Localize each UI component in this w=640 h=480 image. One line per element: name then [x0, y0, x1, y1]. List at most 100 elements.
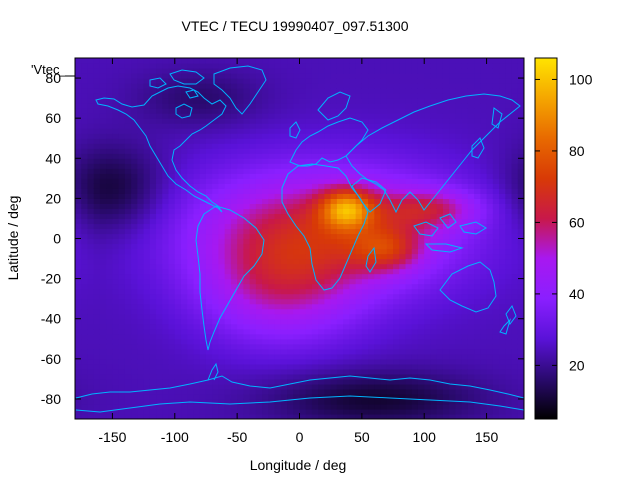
heatmap-cell	[399, 238, 407, 245]
heatmap-cell	[380, 253, 388, 260]
heatmap-cell	[480, 118, 488, 124]
heatmap-cell	[224, 58, 232, 64]
heatmap-cell	[181, 383, 188, 390]
heatmap-cell	[417, 338, 425, 345]
heatmap-cell	[174, 163, 182, 169]
heatmap-cell	[505, 303, 513, 310]
heatmap-cell	[280, 393, 288, 400]
heatmap-cell	[75, 168, 82, 174]
heatmap-cell	[486, 123, 494, 129]
heatmap-cell	[492, 153, 500, 159]
heatmap-cell	[399, 323, 407, 330]
heatmap-cell	[181, 273, 188, 280]
heatmap-cell	[212, 223, 220, 230]
heatmap-cell	[318, 208, 326, 215]
heatmap-cell	[75, 123, 82, 129]
heatmap-cell	[380, 168, 388, 174]
heatmap-cell	[374, 103, 382, 109]
heatmap-cell	[149, 393, 157, 400]
heatmap-cell	[355, 73, 363, 79]
heatmap-cell	[486, 148, 494, 154]
heatmap-cell	[467, 58, 475, 64]
heatmap-cell	[212, 123, 220, 129]
heatmap-cell	[237, 203, 244, 210]
heatmap-cell	[218, 333, 226, 340]
heatmap-cell	[492, 98, 500, 104]
heatmap-cell	[81, 283, 89, 290]
heatmap-cell	[205, 168, 213, 174]
heatmap-cell	[287, 263, 294, 270]
heatmap-cell	[230, 58, 238, 64]
heatmap-cell	[449, 388, 457, 395]
heatmap-cell	[112, 183, 120, 189]
heatmap-cell	[87, 323, 95, 330]
heatmap-cell	[149, 248, 157, 255]
heatmap-cell	[474, 158, 481, 164]
heatmap-cell	[436, 63, 444, 69]
heatmap-cell	[374, 138, 382, 144]
heatmap-cell	[293, 233, 301, 240]
heatmap-cell	[386, 253, 394, 260]
heatmap-cell	[174, 398, 182, 405]
heatmap-cell	[474, 388, 481, 395]
heatmap-cell	[168, 83, 176, 89]
heatmap-cell	[249, 258, 257, 265]
heatmap-cell	[274, 223, 282, 230]
heatmap-cell	[318, 88, 326, 94]
heatmap-cell	[243, 393, 251, 400]
heatmap-cell	[299, 283, 307, 290]
heatmap-cell	[143, 228, 151, 235]
heatmap-cell	[393, 253, 400, 260]
heatmap-cell	[499, 93, 506, 99]
heatmap-cell	[181, 88, 188, 94]
heatmap-cell	[274, 308, 282, 315]
heatmap-cell	[124, 408, 132, 415]
heatmap-cell	[205, 68, 213, 74]
heatmap-cell	[380, 138, 388, 144]
heatmap-cell	[436, 308, 444, 315]
heatmap-cell	[405, 238, 413, 245]
heatmap-cell	[243, 233, 251, 240]
heatmap-cell	[492, 288, 500, 295]
heatmap-cell	[237, 128, 244, 134]
heatmap-cell	[430, 133, 438, 139]
heatmap-cell	[455, 68, 463, 74]
heatmap-cell	[268, 308, 276, 315]
heatmap-cell	[467, 73, 475, 79]
heatmap-cell	[486, 208, 494, 215]
heatmap-cell	[474, 238, 481, 245]
heatmap-cell	[424, 213, 432, 220]
heatmap-cell	[193, 413, 201, 419]
heatmap-cell	[287, 403, 294, 410]
heatmap-cell	[305, 258, 313, 265]
heatmap-cell	[230, 213, 238, 220]
heatmap-cell	[205, 208, 213, 215]
heatmap-cell	[168, 388, 176, 395]
heatmap-cell	[411, 343, 419, 350]
heatmap-cell	[199, 398, 207, 405]
heatmap-cell	[230, 218, 238, 225]
heatmap-cell	[330, 273, 338, 280]
heatmap-cell	[149, 83, 157, 89]
heatmap-cell	[174, 408, 182, 415]
heatmap-cell	[149, 233, 157, 240]
heatmap-cell	[199, 238, 207, 245]
heatmap-cell	[75, 293, 82, 300]
heatmap-cell	[262, 88, 269, 94]
heatmap-cell	[492, 243, 500, 250]
heatmap-cell	[112, 408, 120, 415]
heatmap-cell	[467, 188, 475, 194]
heatmap-cell	[380, 308, 388, 315]
heatmap-cell	[81, 188, 89, 194]
heatmap-cell	[87, 393, 95, 400]
heatmap-cell	[324, 233, 332, 240]
heatmap-cell	[442, 108, 450, 114]
heatmap-cell	[205, 218, 213, 225]
heatmap-cell	[336, 348, 344, 355]
heatmap-cell	[461, 318, 469, 325]
heatmap-cell	[449, 143, 457, 149]
heatmap-cell	[162, 283, 170, 290]
heatmap-cell	[274, 103, 282, 109]
heatmap-cell	[499, 258, 506, 265]
heatmap-cell	[87, 238, 95, 245]
